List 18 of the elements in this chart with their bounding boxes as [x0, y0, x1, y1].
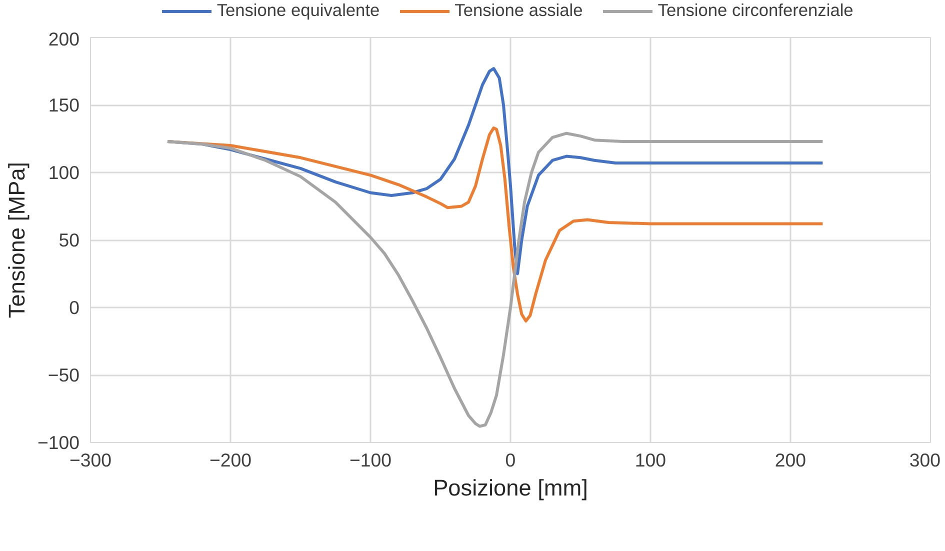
x-tick-label: 100	[634, 450, 666, 470]
line-series	[166, 132, 824, 428]
y-tick-label: −50	[48, 364, 80, 386]
y-tick-label: 100	[48, 162, 80, 183]
x-tick-label: −200	[209, 450, 252, 470]
y-tick-label: 0	[69, 297, 80, 318]
legend-label: Tensione assiale	[454, 0, 583, 21]
y-tick-label: 200	[48, 28, 80, 50]
y-axis-title: Tensione [MPa]	[3, 162, 30, 318]
x-tick-label: −100	[349, 450, 392, 470]
x-tick-label: 200	[774, 450, 806, 470]
y-tick-label: 150	[48, 94, 80, 116]
legend-label: Tensione circonferenziale	[658, 0, 854, 21]
y-tick-label: 50	[58, 230, 80, 250]
legend-label: Tensione equivalente	[216, 0, 380, 21]
x-tick-label: 300	[909, 450, 941, 470]
x-tick-label: 0	[505, 450, 516, 470]
x-axis-title: Posizione [mm]	[433, 474, 588, 500]
